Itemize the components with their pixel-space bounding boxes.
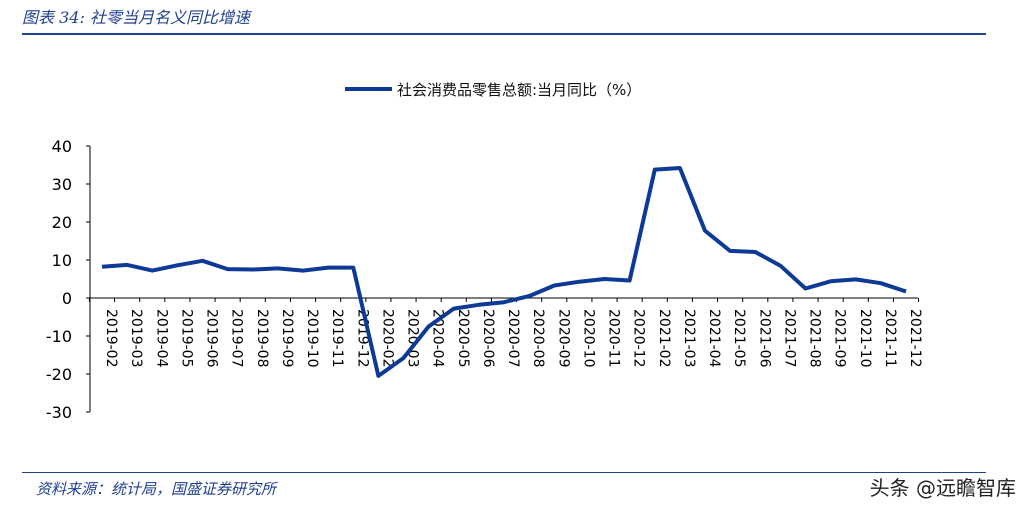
x-tick-label: 2020-09 [555, 309, 571, 368]
x-tick-label: 2019-02 [103, 309, 119, 368]
y-tick-label: 30 [52, 175, 72, 194]
watermark: 头条 @远瞻智库 [869, 476, 1016, 500]
x-tick-label: 2019-11 [329, 309, 345, 368]
x-tick-label: 2020-02 [379, 309, 395, 368]
x-tick-label: 2021-04 [706, 309, 722, 368]
x-tick-labels: 2019-02 2019-03 2019-04 2019-05 2019-06 2019-… [88, 298, 923, 368]
x-tick-label: 2020-06 [480, 309, 496, 368]
x-tick-label: 2021-12 [907, 309, 923, 368]
bottom-rule [22, 472, 986, 473]
y-tick-label: -20 [46, 365, 72, 384]
x-tick-label: 2020-05 [455, 309, 471, 368]
y-tick-labels: 40 30 20 10 0 -10 -20 -30 [46, 137, 90, 422]
series-line [101, 166, 907, 378]
top-rule [22, 33, 986, 35]
x-tick-label: 2019-04 [153, 309, 169, 368]
x-tick-label: 2021-07 [781, 309, 797, 368]
x-tick-label: 2021-11 [882, 309, 898, 368]
y-tick-label: -10 [46, 327, 72, 346]
x-tick-label: 2020-12 [631, 309, 647, 368]
x-tick-label: 2019-09 [279, 309, 295, 368]
y-tick-label: 40 [52, 137, 72, 156]
x-tick-label: 2019-03 [128, 309, 144, 368]
x-tick-label: 2019-06 [204, 309, 220, 368]
line-chart: 社会消费品零售总额:当月同比（%） 40 30 20 10 0 -10 -20 -30 201… [46, 81, 923, 422]
x-tick-label: 2020-10 [580, 309, 596, 368]
x-tick-label: 2020-11 [606, 309, 622, 368]
x-tick-label: 2021-05 [731, 309, 747, 368]
y-tick-label: -30 [46, 403, 72, 422]
axes [89, 146, 918, 412]
x-tick-label: 2021-06 [756, 309, 772, 368]
x-tick-label: 2021-02 [656, 309, 672, 368]
x-tick-label: 2019-07 [229, 309, 245, 368]
x-tick-label: 2019-05 [178, 309, 194, 368]
x-tick-label: 2019-10 [304, 309, 320, 368]
x-tick-label: 2021-08 [807, 309, 823, 368]
x-tick-label: 2021-03 [681, 309, 697, 368]
y-tick-label: 10 [52, 251, 72, 270]
y-tick-label: 0 [62, 289, 72, 308]
legend-label: 社会消费品零售总额:当月同比（%） [397, 81, 641, 99]
figure-label: 图表 34: [22, 8, 85, 27]
y-tick-label: 20 [52, 213, 72, 232]
x-tick-label: 2021-10 [857, 309, 873, 368]
x-tick-label: 2021-09 [832, 309, 848, 368]
legend: 社会消费品零售总额:当月同比（%） [345, 81, 641, 99]
figure-title-text: 社零当月名义同比增速 [89, 8, 250, 27]
x-tick-label: 2020-07 [505, 309, 521, 368]
x-tick-label: 2020-08 [530, 309, 546, 368]
figure-title: 图表 34: 社零当月名义同比增速 [22, 4, 250, 28]
source-note: 资料来源：统计局，国盛证券研究所 [36, 480, 277, 498]
x-tick-label: 2019-08 [254, 309, 270, 368]
